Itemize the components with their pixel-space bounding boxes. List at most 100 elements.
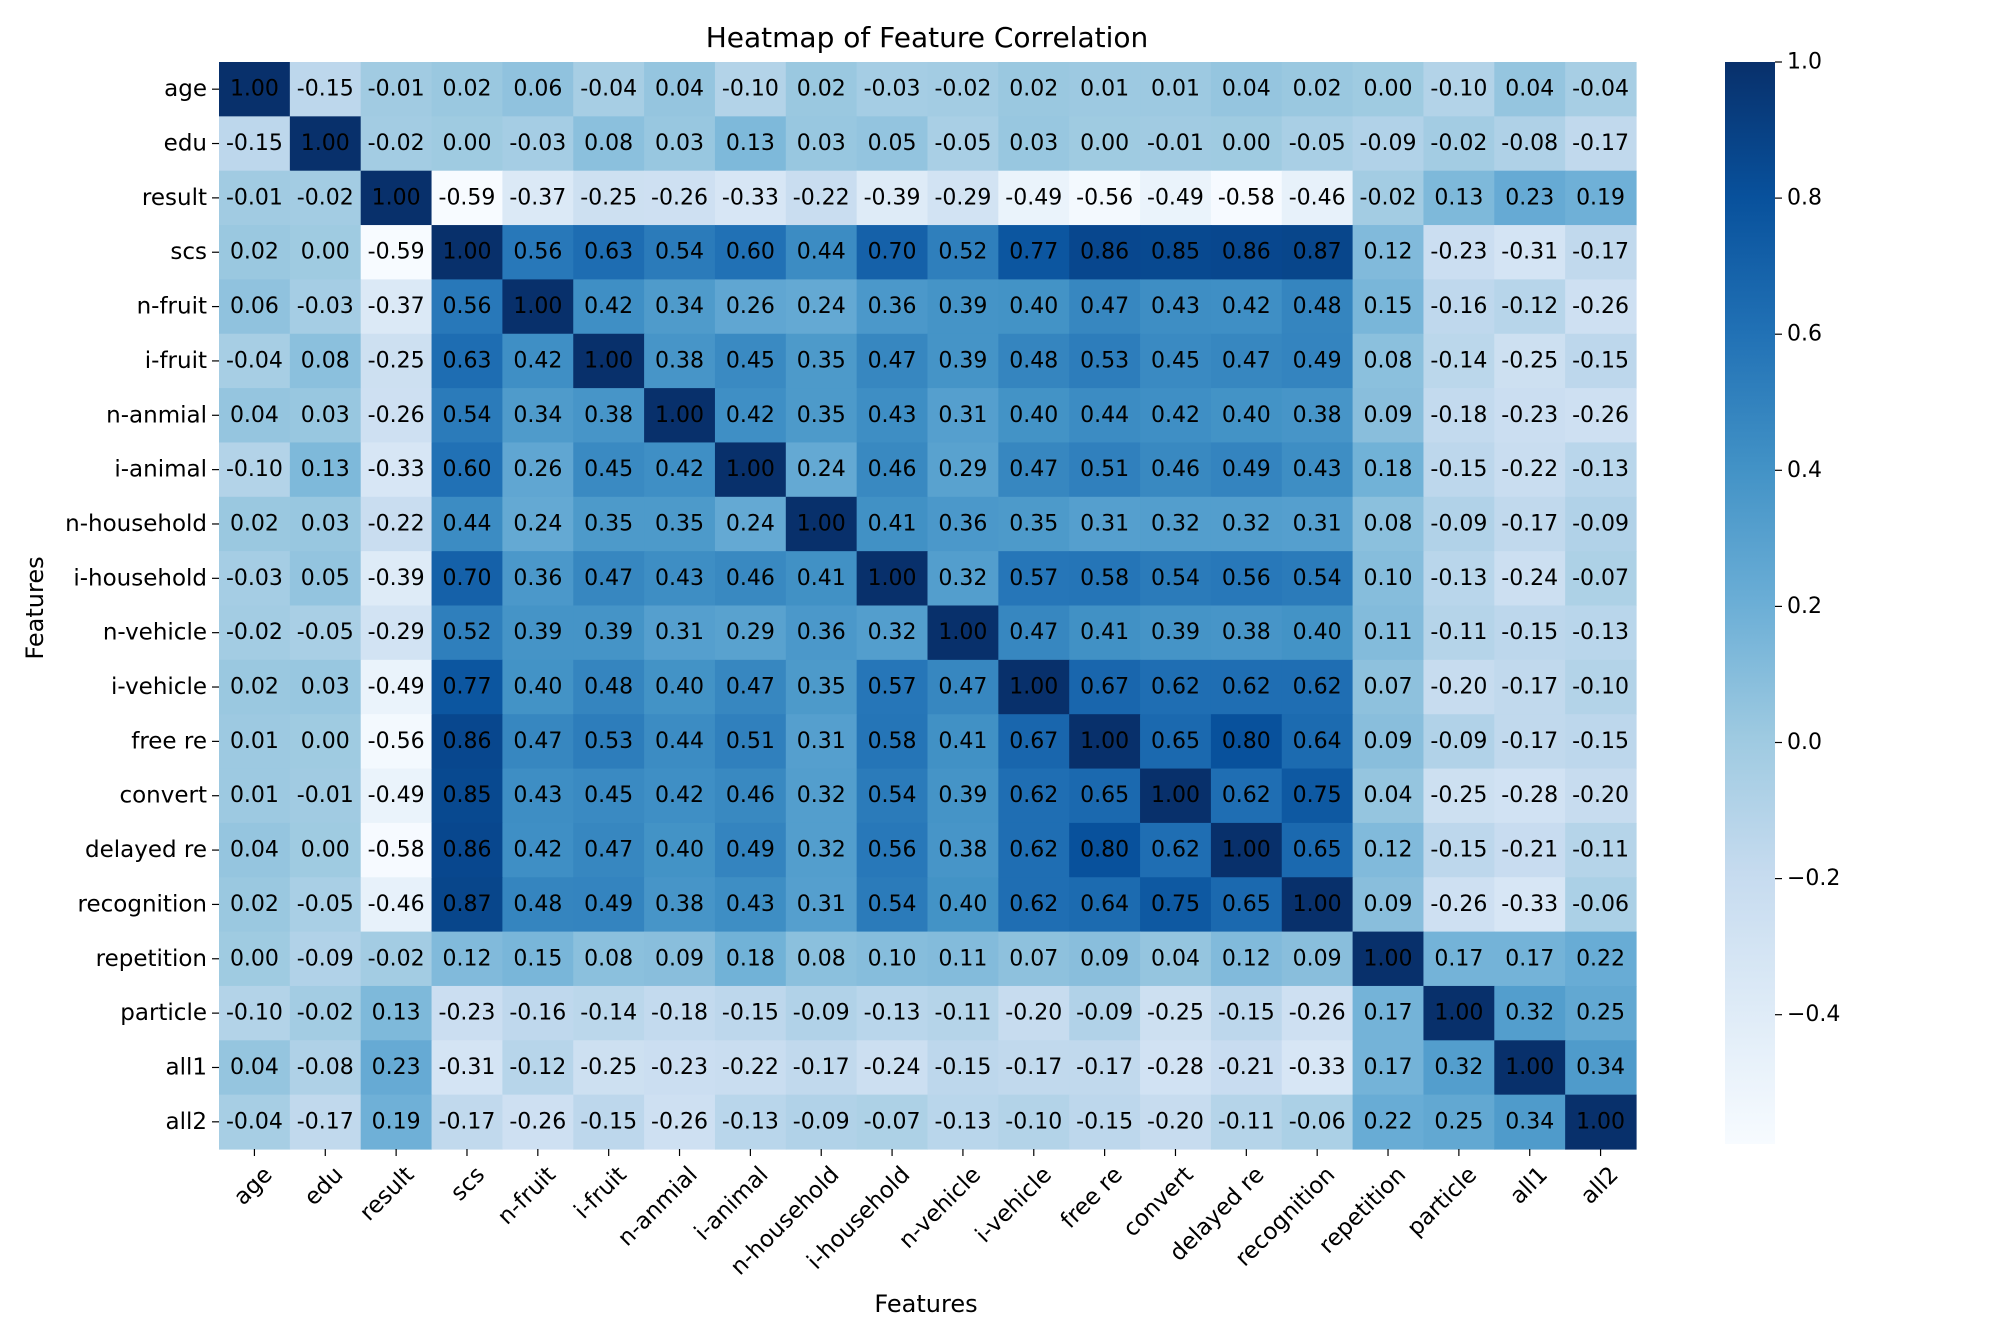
heatmap-cell-value: 0.44 — [1080, 403, 1129, 428]
heatmap-cell — [998, 931, 1070, 987]
heatmap-cell-value: 0.49 — [726, 838, 775, 863]
heatmap-cell — [998, 333, 1070, 389]
heatmap-cell — [785, 1040, 858, 1096]
heatmap-cell-value: 0.85 — [1151, 240, 1200, 265]
heatmap-cell-value: -0.15 — [1572, 348, 1629, 373]
heatmap-cell — [1281, 442, 1354, 498]
heatmap-cell-value: 1.00 — [655, 403, 704, 428]
colorbar-tick-label: −0.4 — [1787, 1002, 1840, 1027]
heatmap-cell-value: 0.70 — [442, 566, 491, 591]
heatmap-cell-value: -0.15 — [1501, 620, 1558, 645]
heatmap-cell-value: -0.11 — [1218, 1109, 1275, 1134]
heatmap-cell-value: -0.20 — [1147, 1109, 1204, 1134]
heatmap-cell-value: 0.32 — [1505, 1001, 1554, 1026]
heatmap-cell-value: -0.28 — [1147, 1055, 1204, 1080]
heatmap-cell — [1210, 822, 1283, 878]
heatmap-cell-value: 0.34 — [1505, 1109, 1554, 1134]
heatmap-cell — [1281, 333, 1354, 389]
y-tick-label: repetition — [96, 946, 207, 972]
heatmap-cell — [289, 496, 362, 552]
heatmap-cell-value: 0.04 — [230, 838, 279, 863]
heatmap-cell-value: 0.86 — [1222, 240, 1271, 265]
y-tick-label: result — [142, 185, 207, 211]
heatmap-cell — [1210, 931, 1283, 987]
heatmap-cell-value: 0.65 — [1080, 783, 1129, 808]
heatmap-cell-value: -0.23 — [439, 1001, 496, 1026]
heatmap-cell — [927, 1040, 999, 1096]
heatmap-cell — [856, 714, 929, 770]
heatmap-cell — [1281, 388, 1354, 444]
heatmap-cell — [1565, 116, 1637, 172]
heatmap-cell — [431, 822, 503, 878]
heatmap-cell-value: 0.43 — [513, 783, 562, 808]
heatmap-cell — [573, 1094, 645, 1150]
heatmap-cell — [502, 659, 574, 715]
heatmap-cell — [573, 714, 645, 770]
heatmap-cell-value: 0.19 — [372, 1109, 421, 1134]
heatmap-cell-value: 0.13 — [372, 1001, 421, 1026]
heatmap-cell-value: -0.13 — [722, 1109, 779, 1134]
heatmap-cell — [289, 62, 362, 117]
heatmap-cell-value: 1.00 — [1576, 1109, 1625, 1134]
heatmap-cell — [714, 877, 787, 933]
heatmap-cell — [1423, 279, 1495, 335]
heatmap-cell — [502, 1040, 574, 1096]
heatmap-cell-value: -0.02 — [297, 185, 354, 210]
heatmap-cell — [1281, 768, 1354, 824]
heatmap-cell-value: 0.52 — [938, 240, 987, 265]
heatmap-cell-value: 0.77 — [1009, 240, 1058, 265]
heatmap-cell — [1281, 985, 1354, 1041]
heatmap-cell-value: 0.02 — [230, 675, 279, 700]
heatmap-cell — [644, 659, 716, 715]
heatmap-cell — [998, 768, 1070, 824]
heatmap-cell-value: 0.34 — [1576, 1055, 1625, 1080]
heatmap-cell-value: 0.15 — [513, 946, 562, 971]
heatmap-cell-value: 0.60 — [442, 457, 491, 482]
heatmap-cell — [1494, 442, 1566, 498]
heatmap-cell — [1140, 877, 1212, 933]
heatmap-cell — [856, 659, 929, 715]
heatmap-cell — [360, 116, 433, 172]
heatmap-cell-value: -0.28 — [1501, 783, 1558, 808]
heatmap-cell-value: -0.01 — [1147, 131, 1204, 156]
heatmap-cell — [1069, 714, 1141, 770]
heatmap-cell — [644, 496, 716, 552]
heatmap-cell — [573, 333, 645, 389]
heatmap-cell-value: 0.31 — [938, 403, 987, 428]
heatmap-cell-value: 0.43 — [1293, 457, 1342, 482]
heatmap-cell-value: -0.10 — [1005, 1109, 1062, 1134]
heatmap-cell — [1352, 659, 1425, 715]
heatmap-cell-value: -0.12 — [1501, 294, 1558, 319]
heatmap-cell — [502, 985, 574, 1041]
heatmap-cell — [1281, 877, 1354, 933]
heatmap-cell — [998, 388, 1070, 444]
heatmap-cell — [219, 822, 291, 878]
heatmap-cell — [289, 659, 362, 715]
heatmap-cell-value: -0.25 — [1430, 783, 1487, 808]
heatmap-cell — [1352, 170, 1425, 226]
heatmap-cell — [431, 1094, 503, 1150]
y-tick-label: free re — [131, 728, 207, 754]
heatmap-cell-value: 0.11 — [1364, 620, 1413, 645]
heatmap-cell — [714, 822, 787, 878]
heatmap-cell-value: 0.04 — [230, 403, 279, 428]
heatmap-cell — [1281, 225, 1354, 280]
heatmap-cell — [289, 605, 362, 661]
heatmap-cell-value: 0.70 — [868, 240, 917, 265]
heatmap-cell — [714, 714, 787, 770]
heatmap-cell — [573, 931, 645, 987]
heatmap-cell — [219, 170, 291, 226]
heatmap-cell — [1069, 822, 1141, 878]
heatmap-cell — [502, 279, 574, 335]
heatmap-cell — [1140, 170, 1212, 226]
heatmap-cell — [998, 1094, 1070, 1150]
heatmap-cell — [360, 551, 433, 607]
heatmap-cell — [573, 442, 645, 498]
heatmap-cell-value: -0.10 — [1572, 675, 1629, 700]
heatmap-cell — [502, 388, 574, 444]
heatmap-cell-value: -0.26 — [651, 185, 708, 210]
heatmap-cell — [219, 496, 291, 552]
heatmap-cell — [1423, 496, 1495, 552]
heatmap-cell — [360, 62, 433, 117]
heatmap-cell — [1423, 170, 1495, 226]
